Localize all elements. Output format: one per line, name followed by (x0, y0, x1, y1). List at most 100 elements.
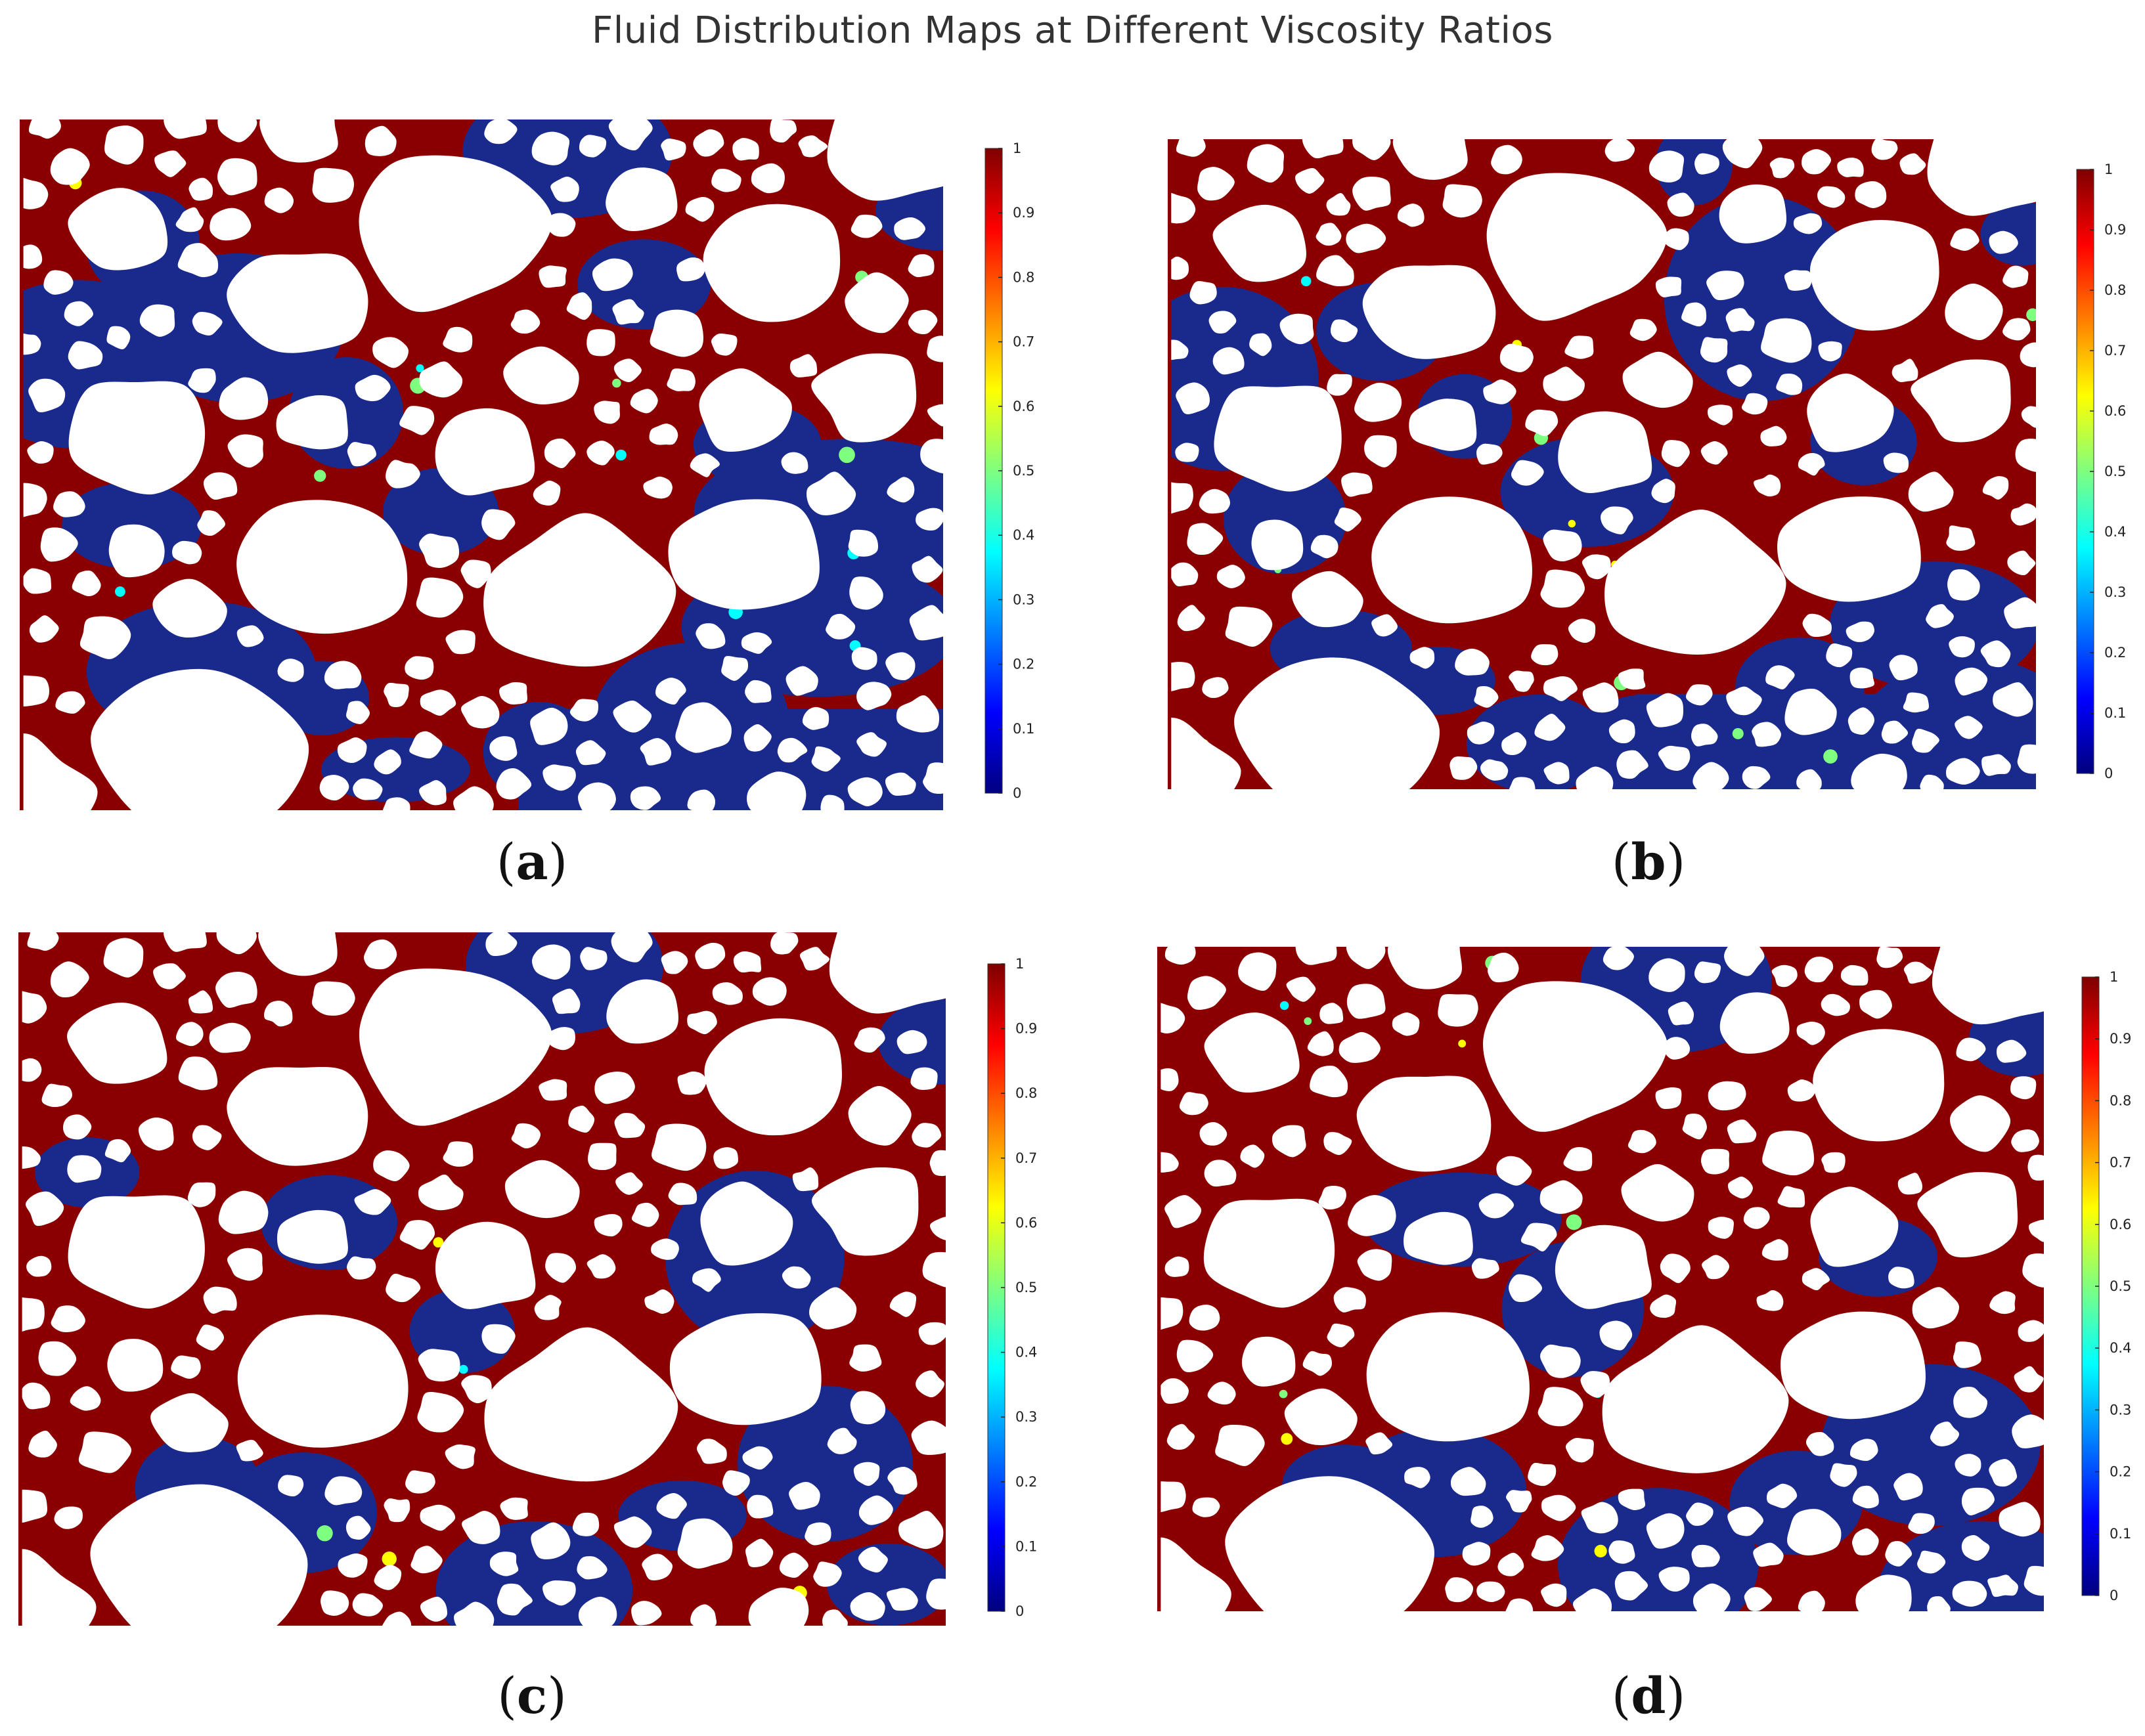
solid-grain (1202, 677, 1229, 699)
solid-grain (1326, 193, 1351, 216)
solid-grain (1999, 1502, 2041, 1537)
colorbar-tick-label: 0.1 (2104, 705, 2126, 721)
interface-mark (433, 1237, 444, 1248)
solid-grain (1953, 1387, 1987, 1418)
solid-grain (1903, 692, 1929, 713)
colorbar-tick-label: 0.7 (1013, 334, 1034, 350)
solid-grain (732, 138, 759, 161)
solid-grain (745, 680, 772, 703)
solid-grain (1818, 341, 1842, 362)
solid-grain (68, 341, 103, 370)
solid-grain (1168, 718, 1241, 789)
solid-grain (789, 354, 818, 378)
solid-grain (197, 510, 225, 536)
solid-grain (1706, 271, 1744, 301)
solid-grain (372, 337, 409, 368)
solid-grain (770, 119, 797, 143)
solid-grain (1810, 1186, 1899, 1267)
solid-grain (1346, 223, 1386, 253)
solid-grain (1169, 562, 1199, 586)
solid-grain (743, 724, 772, 752)
solid-grain (18, 1489, 47, 1523)
solid-grain (1681, 302, 1707, 327)
solid-grain (1471, 1506, 1493, 1528)
solid-grain (1837, 158, 1864, 177)
solid-grain (813, 1561, 842, 1587)
solid-grain (1776, 373, 1803, 395)
solid-grain (1741, 393, 1768, 415)
solid-grain (1531, 1535, 1564, 1561)
solid-grain (1539, 1180, 1583, 1214)
solid-grain (1157, 1297, 1183, 1331)
solid-grain (1694, 961, 1721, 984)
solid-grain (1903, 961, 1933, 984)
colorbar-tick-label: 0.5 (1013, 463, 1034, 479)
solid-grain (1310, 534, 1338, 559)
solid-grain (236, 625, 264, 647)
solid-grain (858, 1495, 893, 1525)
solid-grain (1348, 1195, 1396, 1236)
solid-grain (606, 979, 678, 1044)
solid-grain (1622, 351, 1693, 408)
solid-grain (807, 471, 856, 515)
solid-grain (1496, 1156, 1532, 1186)
panel-letter-b: b (1631, 833, 1666, 891)
solid-grain (373, 1150, 410, 1182)
solid-grain (399, 1220, 435, 1250)
solid-grain (1621, 1163, 1694, 1222)
solid-grain (1700, 441, 1728, 465)
solid-grain (2020, 342, 2036, 368)
solid-grain (854, 1027, 885, 1053)
solid-grain (1387, 947, 1462, 989)
solid-grain (1330, 319, 1358, 343)
solid-grain (312, 167, 354, 203)
solid-grain (2017, 744, 2036, 774)
colorbar-tick-label: 0.3 (2104, 584, 2126, 600)
solid-grain (1582, 682, 1619, 713)
solid-grain (747, 771, 807, 810)
colorbar-a: 0 0.1 0.2 0.3 0.4 0.5 0.6 0.7 0.8 0.9 1 (984, 141, 1064, 801)
solid-grain (577, 1556, 608, 1580)
solid-grain (1798, 1590, 1825, 1611)
solid-grain (745, 1538, 774, 1568)
solid-grain (856, 682, 892, 710)
solid-grain (1885, 1541, 1913, 1567)
solid-grain (1618, 1488, 1646, 1511)
solid-grain (1660, 1253, 1691, 1284)
solid-grain (1889, 655, 1918, 681)
solid-grain (1762, 1130, 1815, 1176)
solid-grain (1563, 1147, 1593, 1171)
solid-grain (1646, 1513, 1685, 1549)
solid-grain (1346, 947, 1386, 969)
solid-grain (1760, 425, 1787, 446)
solid-grain (1364, 435, 1397, 467)
solid-grain (1955, 716, 1983, 739)
solid-grain (1719, 992, 1790, 1054)
interface-mark (615, 449, 627, 461)
solid-grain (1648, 958, 1685, 992)
solid-grain (40, 527, 78, 562)
solid-grain (489, 736, 518, 761)
solid-grain (1581, 554, 1611, 580)
solid-grain (419, 533, 460, 568)
solid-grain (848, 529, 879, 557)
inlet-boundary (18, 932, 22, 1626)
solid-grain (912, 1123, 942, 1148)
solid-grain (655, 678, 686, 705)
panel-caption-b: (b) (1611, 833, 1686, 891)
solid-grain (1486, 173, 1668, 321)
colorbar-tick-label: 0.7 (2104, 343, 2126, 358)
solid-grain (1668, 1001, 1694, 1026)
solid-grain (1212, 204, 1306, 282)
solid-grain (2004, 597, 2036, 629)
solid-grain (1531, 644, 1559, 666)
solid-grain (668, 499, 820, 610)
inlet-boundary (1157, 947, 1161, 1611)
solid-grain (930, 1217, 946, 1240)
solid-grain (1356, 1075, 1492, 1172)
solid-grain (1798, 453, 1825, 476)
solid-grain (827, 1427, 857, 1454)
solid-grain (1215, 1424, 1265, 1466)
solid-grain (1871, 139, 1898, 160)
solid-grain (278, 1475, 304, 1497)
